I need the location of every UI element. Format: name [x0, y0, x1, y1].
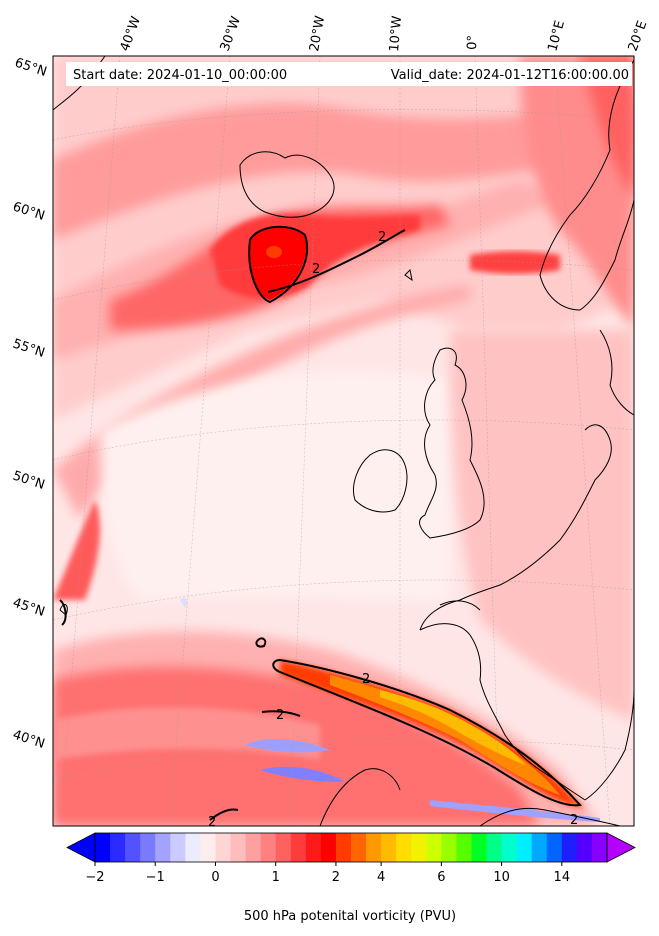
colorbar-tick-label: 4 [377, 870, 385, 885]
contour-label: 2 [312, 262, 320, 277]
colorbar-cell [546, 833, 563, 862]
lon-label: 10°W [387, 15, 405, 52]
colorbar-cell [260, 833, 277, 862]
colorbar-cell [245, 833, 262, 862]
valid-date-text: Valid_date: 2024-01-12T16:00:00.00 [391, 68, 629, 83]
start-date-text: Start date: 2024-01-10_00:00:00 [73, 68, 287, 83]
colorbar-cell [125, 833, 141, 862]
colorbar-tick-label: −2 [85, 870, 104, 885]
pv-field [53, 56, 634, 826]
colorbar-cells [95, 833, 608, 862]
colorbar-cell [411, 833, 427, 862]
norway-coast [539, 59, 634, 311]
coastlines [53, 56, 634, 826]
colorbar-cell [335, 833, 352, 862]
contour-label: 2 [570, 813, 578, 828]
colorbar-cell [531, 833, 548, 862]
lon-label: 0° [465, 35, 481, 50]
pv-2-contours [59, 225, 582, 821]
colorbar-cell [95, 833, 111, 862]
great-britain-coast [419, 347, 485, 539]
colorbar-label: 500 hPa potenital vorticity (PVU) [244, 909, 456, 924]
colorbar-tick-label: 2 [332, 870, 340, 885]
lat-label: 55°N [11, 337, 47, 361]
lat-label: 45°N [11, 596, 47, 620]
colorbar-cell [441, 833, 457, 862]
colorbar-cell [155, 833, 171, 862]
lat-label: 40°N [11, 728, 47, 752]
colorbar-cell [456, 833, 472, 862]
colorbar-cell [185, 833, 201, 862]
colorbar-ticks: −2 −1 0 1 2 4 6 10 14 [85, 862, 570, 885]
colorbar-cell [561, 833, 578, 862]
colorbar-cell [516, 833, 533, 862]
info-box [66, 62, 632, 86]
contour-label: 2 [378, 230, 386, 245]
colorbar-cell [140, 833, 156, 862]
colorbar-tick-label: 14 [554, 870, 571, 885]
colorbar-cell [576, 833, 593, 862]
iceland-coast [239, 151, 335, 218]
colorbar-cell [396, 833, 412, 862]
colorbar-tick-label: 6 [437, 870, 445, 885]
lat-label: 65°N [13, 56, 49, 80]
colorbar-under-arrow [66, 832, 96, 863]
colorbar-cell [230, 833, 247, 862]
colorbar-tick-label: 1 [272, 870, 280, 885]
longitude-labels: 40°W 30°W 20°W 10°W 0° 10°E 20°E [118, 14, 651, 53]
colorbar-cell [471, 833, 488, 862]
contour-iceland-tail [267, 229, 406, 293]
contour-iceland-core [248, 225, 309, 304]
contour-label: 2 [208, 815, 216, 830]
colorbar-cell [426, 833, 442, 862]
colorbar-cell [110, 833, 126, 862]
colorbar-tick-label: −1 [146, 870, 165, 885]
colorbar-cell [215, 833, 232, 862]
lat-label: 50°N [11, 469, 47, 493]
colorbar-cell [320, 833, 337, 862]
lon-label: 30°W [218, 14, 244, 53]
graticule [53, 56, 634, 826]
colorbar-cell [170, 833, 186, 862]
contour-label: 2 [362, 672, 370, 687]
colorbar: −2 −1 0 1 2 4 6 10 14 500 hPa potenital vorticit… [66, 832, 636, 924]
colorbar-cell [381, 833, 397, 862]
colorbar-cell [591, 833, 608, 862]
colorbar-cell [501, 833, 518, 862]
colorbar-cell [486, 833, 503, 862]
latitude-labels: 65°N 60°N 55°N 50°N 45°N 40°N [11, 56, 49, 752]
colorbar-cell [351, 833, 367, 862]
colorbar-cell [305, 833, 322, 862]
colorbar-cell [200, 833, 216, 862]
colorbar-tick-label: 10 [493, 870, 510, 885]
map-panel [53, 56, 634, 826]
lon-label: 20°W [307, 15, 328, 53]
colorbar-tick-label: 0 [211, 870, 219, 885]
contour-labels: 2 2 2 2 2 2 [208, 230, 578, 830]
lon-label: 20°E [626, 19, 651, 54]
colorbar-cell [366, 833, 382, 862]
lon-label: 40°W [118, 14, 144, 53]
colorbar-frame [94, 832, 608, 863]
contour-southern-streamer [272, 658, 582, 807]
colorbar-cell [275, 833, 292, 862]
contour-label: 2 [276, 708, 284, 723]
lat-label: 60°N [11, 200, 47, 224]
colorbar-over-arrow [606, 832, 636, 863]
lon-label: 10°E [545, 19, 568, 53]
ireland-coast [353, 449, 408, 513]
map-frame [52, 55, 635, 827]
colorbar-cell [290, 833, 307, 862]
